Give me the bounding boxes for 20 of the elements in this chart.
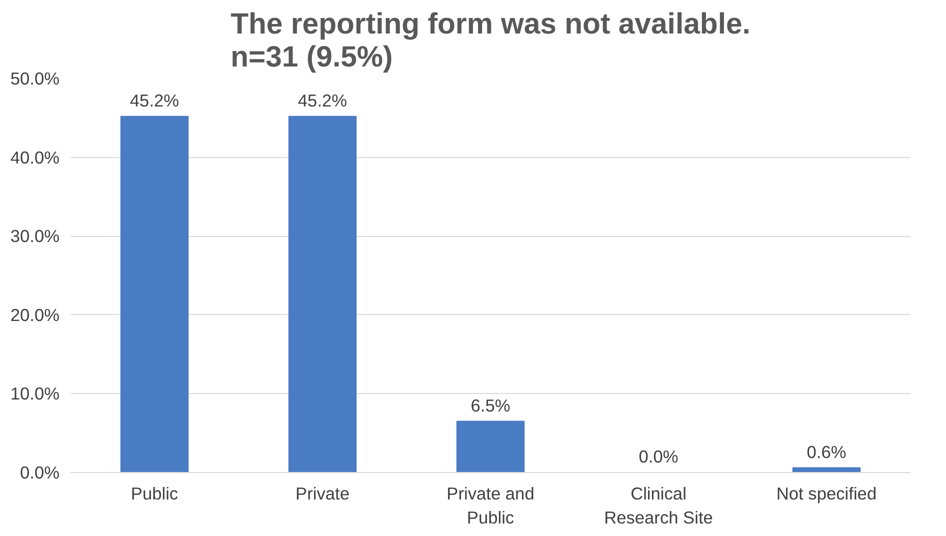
x-tick-label: Private and Public <box>446 484 534 528</box>
x-tick-label: Public <box>130 484 178 504</box>
x-tick-label: Clinical Research Site <box>604 484 713 528</box>
bar <box>288 116 357 472</box>
y-tick-label: 20.0% <box>10 304 60 325</box>
y-tick-label: 30.0% <box>10 226 60 246</box>
y-tick-label: 50.0% <box>10 68 60 88</box>
bar <box>120 116 189 472</box>
data-label: 45.2% <box>298 90 348 110</box>
data-label: 0.0% <box>638 446 678 466</box>
data-label: 0.6% <box>806 442 846 462</box>
data-label: 6.5% <box>470 395 510 416</box>
y-tick-label: 0.0% <box>20 462 60 482</box>
data-label: 45.2% <box>130 90 180 110</box>
y-tick-label: 10.0% <box>10 384 60 404</box>
x-tick-label: Not specified <box>776 484 877 504</box>
y-tick-label: 40.0% <box>10 147 60 168</box>
x-tick-label: Private <box>296 484 350 504</box>
chart-title: The reporting form was not available. n=31 (9.5%) <box>230 8 750 74</box>
bar <box>456 420 525 472</box>
